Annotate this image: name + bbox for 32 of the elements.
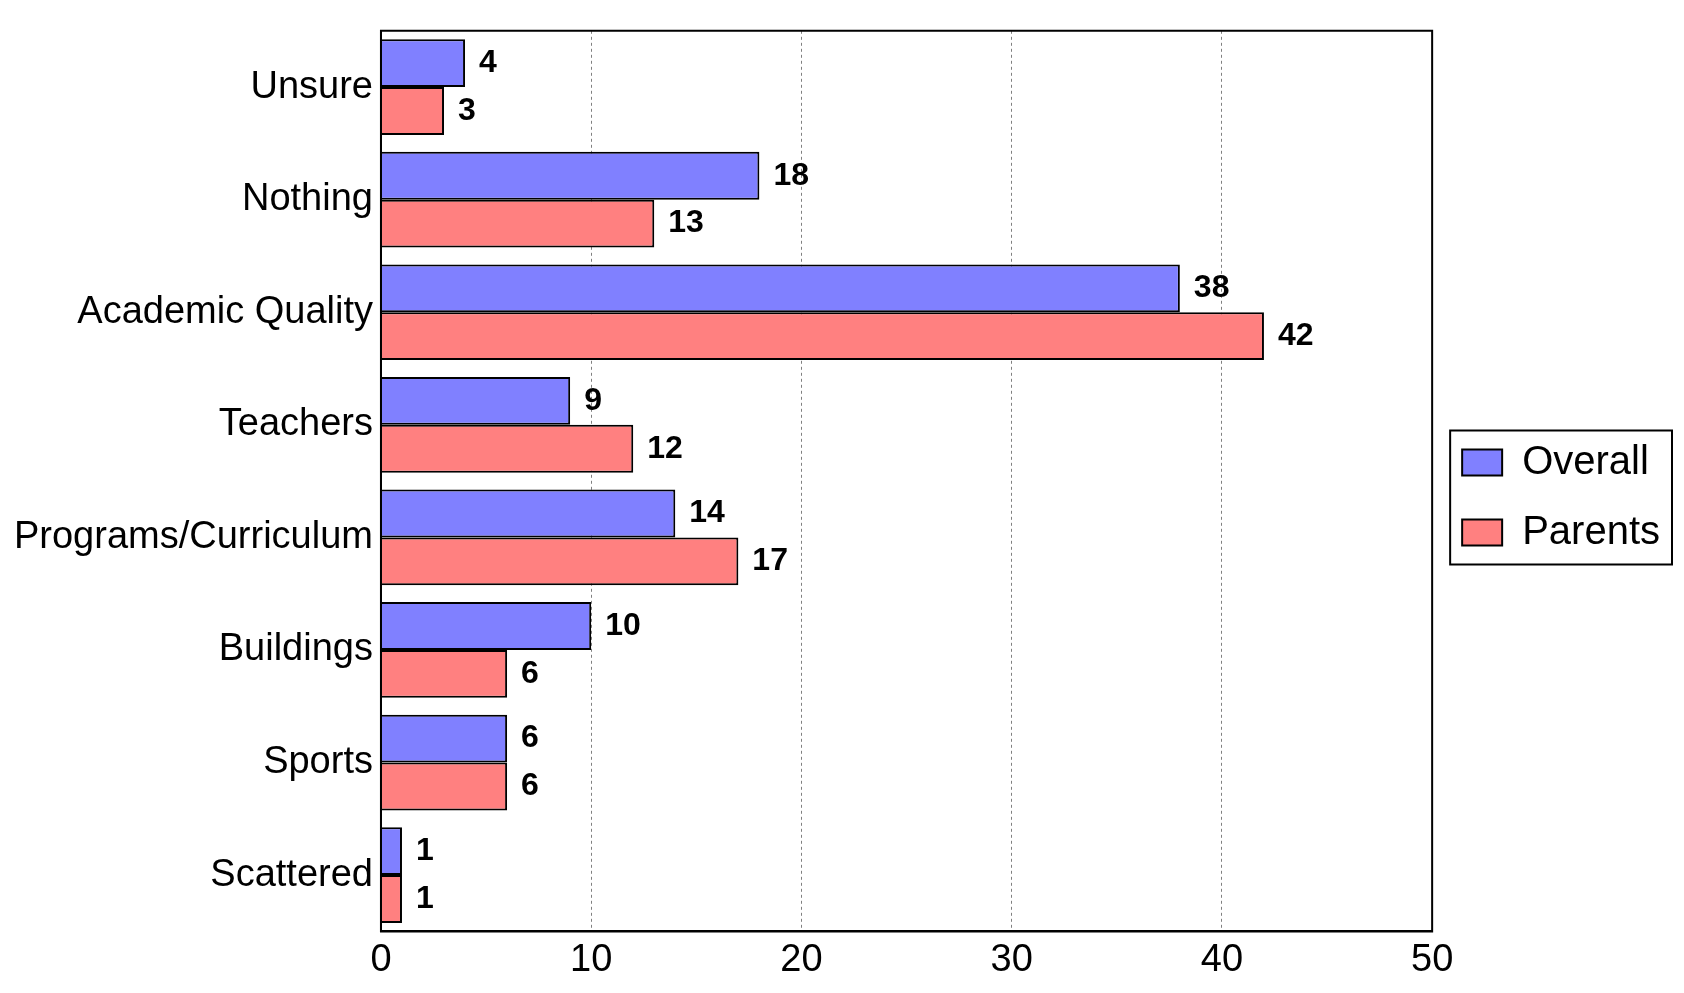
y-tick-label: Academic Quality [77, 288, 373, 331]
data-label: 12 [647, 428, 683, 465]
data-label: 1 [415, 878, 434, 915]
data-label: 18 [773, 155, 809, 192]
y-tick-label: Scattered [210, 851, 373, 894]
data-label: 10 [605, 605, 641, 642]
y-tick-label: Buildings [218, 626, 373, 669]
x-tick-label: 10 [570, 936, 613, 979]
x-tick-label: 40 [1200, 936, 1244, 979]
x-tick-label: 50 [1411, 936, 1454, 979]
data-label: 6 [521, 718, 539, 755]
y-tick-label: Teachers [218, 401, 373, 444]
legend-label: Overall [1522, 437, 1649, 482]
y-tick-label: Sports [263, 739, 373, 782]
x-tick-label: 0 [370, 936, 392, 979]
data-label: 38 [1193, 268, 1230, 305]
data-label: 42 [1277, 315, 1314, 352]
y-tick-label: Nothing [241, 176, 373, 219]
data-label: 6 [521, 766, 539, 803]
data-label: 3 [458, 90, 476, 127]
data-label: 4 [479, 42, 498, 79]
y-tick-label: Programs/Curriculum [13, 513, 373, 556]
y-tick-label: Unsure [250, 63, 373, 106]
data-label: 9 [584, 380, 602, 417]
data-label: 13 [668, 203, 704, 240]
data-label: 6 [521, 653, 539, 690]
data-label: 17 [752, 541, 788, 578]
x-tick-label: 20 [780, 936, 823, 979]
data-label: 14 [689, 493, 726, 530]
legend-label: Parents [1522, 507, 1661, 552]
data-label: 1 [415, 831, 434, 868]
x-tick-label: 30 [990, 936, 1033, 979]
